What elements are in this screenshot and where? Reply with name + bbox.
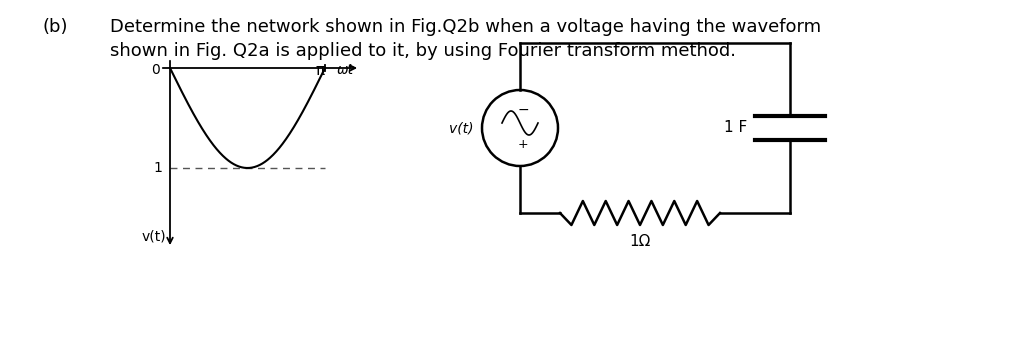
- Text: 1 F: 1 F: [724, 121, 747, 135]
- Text: 0: 0: [152, 63, 160, 77]
- Text: Determine the network shown in Fig.Q2b when a voltage having the waveform
shown : Determine the network shown in Fig.Q2b w…: [110, 18, 821, 59]
- Text: 1Ω: 1Ω: [629, 233, 651, 248]
- Text: +: +: [518, 137, 528, 150]
- Text: −: −: [518, 103, 529, 117]
- Text: v(t): v(t): [450, 121, 474, 135]
- Text: 1: 1: [154, 161, 162, 175]
- Text: ωt: ωt: [337, 63, 354, 77]
- Text: π: π: [315, 63, 325, 78]
- Text: v(t): v(t): [142, 229, 167, 243]
- Text: (b): (b): [42, 18, 67, 36]
